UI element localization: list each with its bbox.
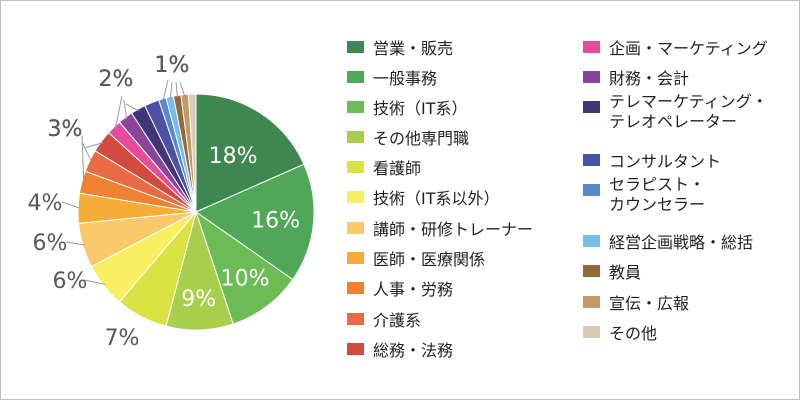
legend-swatch-11 [583,41,600,53]
pie-slice-19 [187,93,197,213]
legend-label-10: 総務・法務 [373,341,453,360]
data-label-0: 18% [209,144,258,169]
data-label-3: 9% [181,287,216,312]
legend-swatch-7 [347,252,364,264]
leader-line-18 [179,81,186,97]
data-label-16: 1% [155,53,190,78]
legend-item-0: 営業・販売 [347,39,453,58]
legend-label-2: 技術（IT系） [373,99,468,118]
data-label-13: 2% [99,67,134,92]
legend-label-17: 教員 [609,263,641,282]
legend-swatch-10 [347,343,364,355]
legend-label-1: 一般事務 [373,69,437,88]
legend-item-5: 技術（IT系以外） [347,189,500,208]
pie-slice-1 [194,163,315,281]
legend-swatch-19 [583,326,600,338]
legend-swatch-12 [583,71,600,83]
legend-swatch-17 [583,265,600,277]
pie-labels: 18%16%10%9%7%6%6%4%3%3%3%2%2%2%1%1%1%1% [28,53,301,351]
pie-slice-2 [195,210,294,325]
legend-swatch-18 [583,296,600,308]
leader-line-12 [123,99,128,120]
legend-swatch-0 [347,41,364,53]
legend-label-16: 経営企画戦略・総括 [609,233,753,252]
legend-item-11: 企画・マーケティング [583,39,768,58]
data-label-5: 6% [53,269,88,294]
leader-line-7 [61,201,81,209]
legend-swatch-9 [347,313,364,325]
legend-item-8: 人事・労務 [347,280,453,299]
legend-swatch-13 [583,101,600,113]
legend-label-4: 看護師 [373,159,421,178]
legend-swatch-1 [347,71,364,83]
legend-label-0: 営業・販売 [373,39,453,58]
legend-swatch-8 [347,282,364,294]
legend-label-6: 講師・研修トレーナー [373,220,533,239]
legend-label-12: 財務・会計 [609,69,689,88]
pie-slice-0 [195,93,305,213]
legend-item-6: 講師・研修トレーナー [347,220,533,239]
leader-line-6 [65,241,85,246]
leader-line-5 [83,279,106,285]
legend-item-3: その他専門職 [347,129,469,148]
pie-slices [77,93,315,331]
legend-swatch-2 [347,101,364,113]
legend-swatch-15 [583,184,600,196]
data-label-9: 3% [48,117,83,142]
legend-item-7: 医師・医療関係 [347,250,485,269]
leader-line-9 [81,141,92,162]
legend-item-16: 経営企画戦略・総括 [583,233,753,252]
data-label-6: 6% [33,231,68,256]
legend-item-1: 一般事務 [347,69,437,88]
leader-line-13 [125,103,140,112]
data-label-4: 7% [105,326,140,351]
legend-label-19: その他 [609,324,657,343]
leader-lines [61,79,186,285]
legend-item-4: 看護師 [347,159,421,178]
legend-swatch-6 [347,222,364,234]
legend-label-14: コンサルタント [609,152,721,171]
leader-line-11 [114,95,123,129]
legend-swatch-14 [583,154,600,166]
legend-label-3: その他専門職 [373,129,469,148]
legend-label-8: 人事・労務 [373,280,453,299]
legend-item-15: セラピスト・カウンセラー [583,175,705,214]
legend-swatch-16 [583,235,600,247]
legend-item-17: 教員 [583,263,641,282]
legend-item-19: その他 [583,324,657,343]
data-label-15: 1% [155,53,190,78]
data-label-1: 16% [251,209,300,234]
data-label-8: 3% [48,117,83,142]
legend-label-5: 技術（IT系以外） [373,189,500,208]
leader-line-10 [83,142,104,149]
legend-swatch-4 [347,161,364,173]
legend-item-14: コンサルタント [583,152,721,171]
legend-item-13: テレマーケティング・テレオペレーター [583,92,768,131]
leader-line-16 [169,81,173,99]
legend-label-18: 宣伝・広報 [609,294,689,313]
legend-label-11: 企画・マーケティング [609,39,768,58]
legend-label-7: 医師・医療関係 [373,250,485,269]
legend-item-18: 宣伝・広報 [583,294,689,313]
data-label-10: 3% [48,117,83,142]
data-label-2: 10% [221,267,270,292]
legend-item-12: 財務・会計 [583,69,689,88]
legend-item-2: 技術（IT系） [347,99,468,118]
legend-item-10: 総務・法務 [347,341,453,360]
data-label-12: 2% [99,67,134,92]
legend-swatch-3 [347,131,364,143]
legend-label-15: セラピスト・カウンセラー [609,175,705,214]
legend-swatch-5 [347,191,364,203]
leader-line-15 [162,79,169,101]
data-label-18: 1% [155,53,190,78]
legend-label-13: テレマーケティング・テレオペレーター [609,92,768,131]
leader-line-17 [175,81,178,98]
data-label-17: 1% [155,53,190,78]
legend-item-9: 介護系 [347,311,421,330]
data-label-7: 4% [28,191,63,216]
data-label-11: 2% [99,67,134,92]
legend-label-9: 介護系 [373,311,421,330]
